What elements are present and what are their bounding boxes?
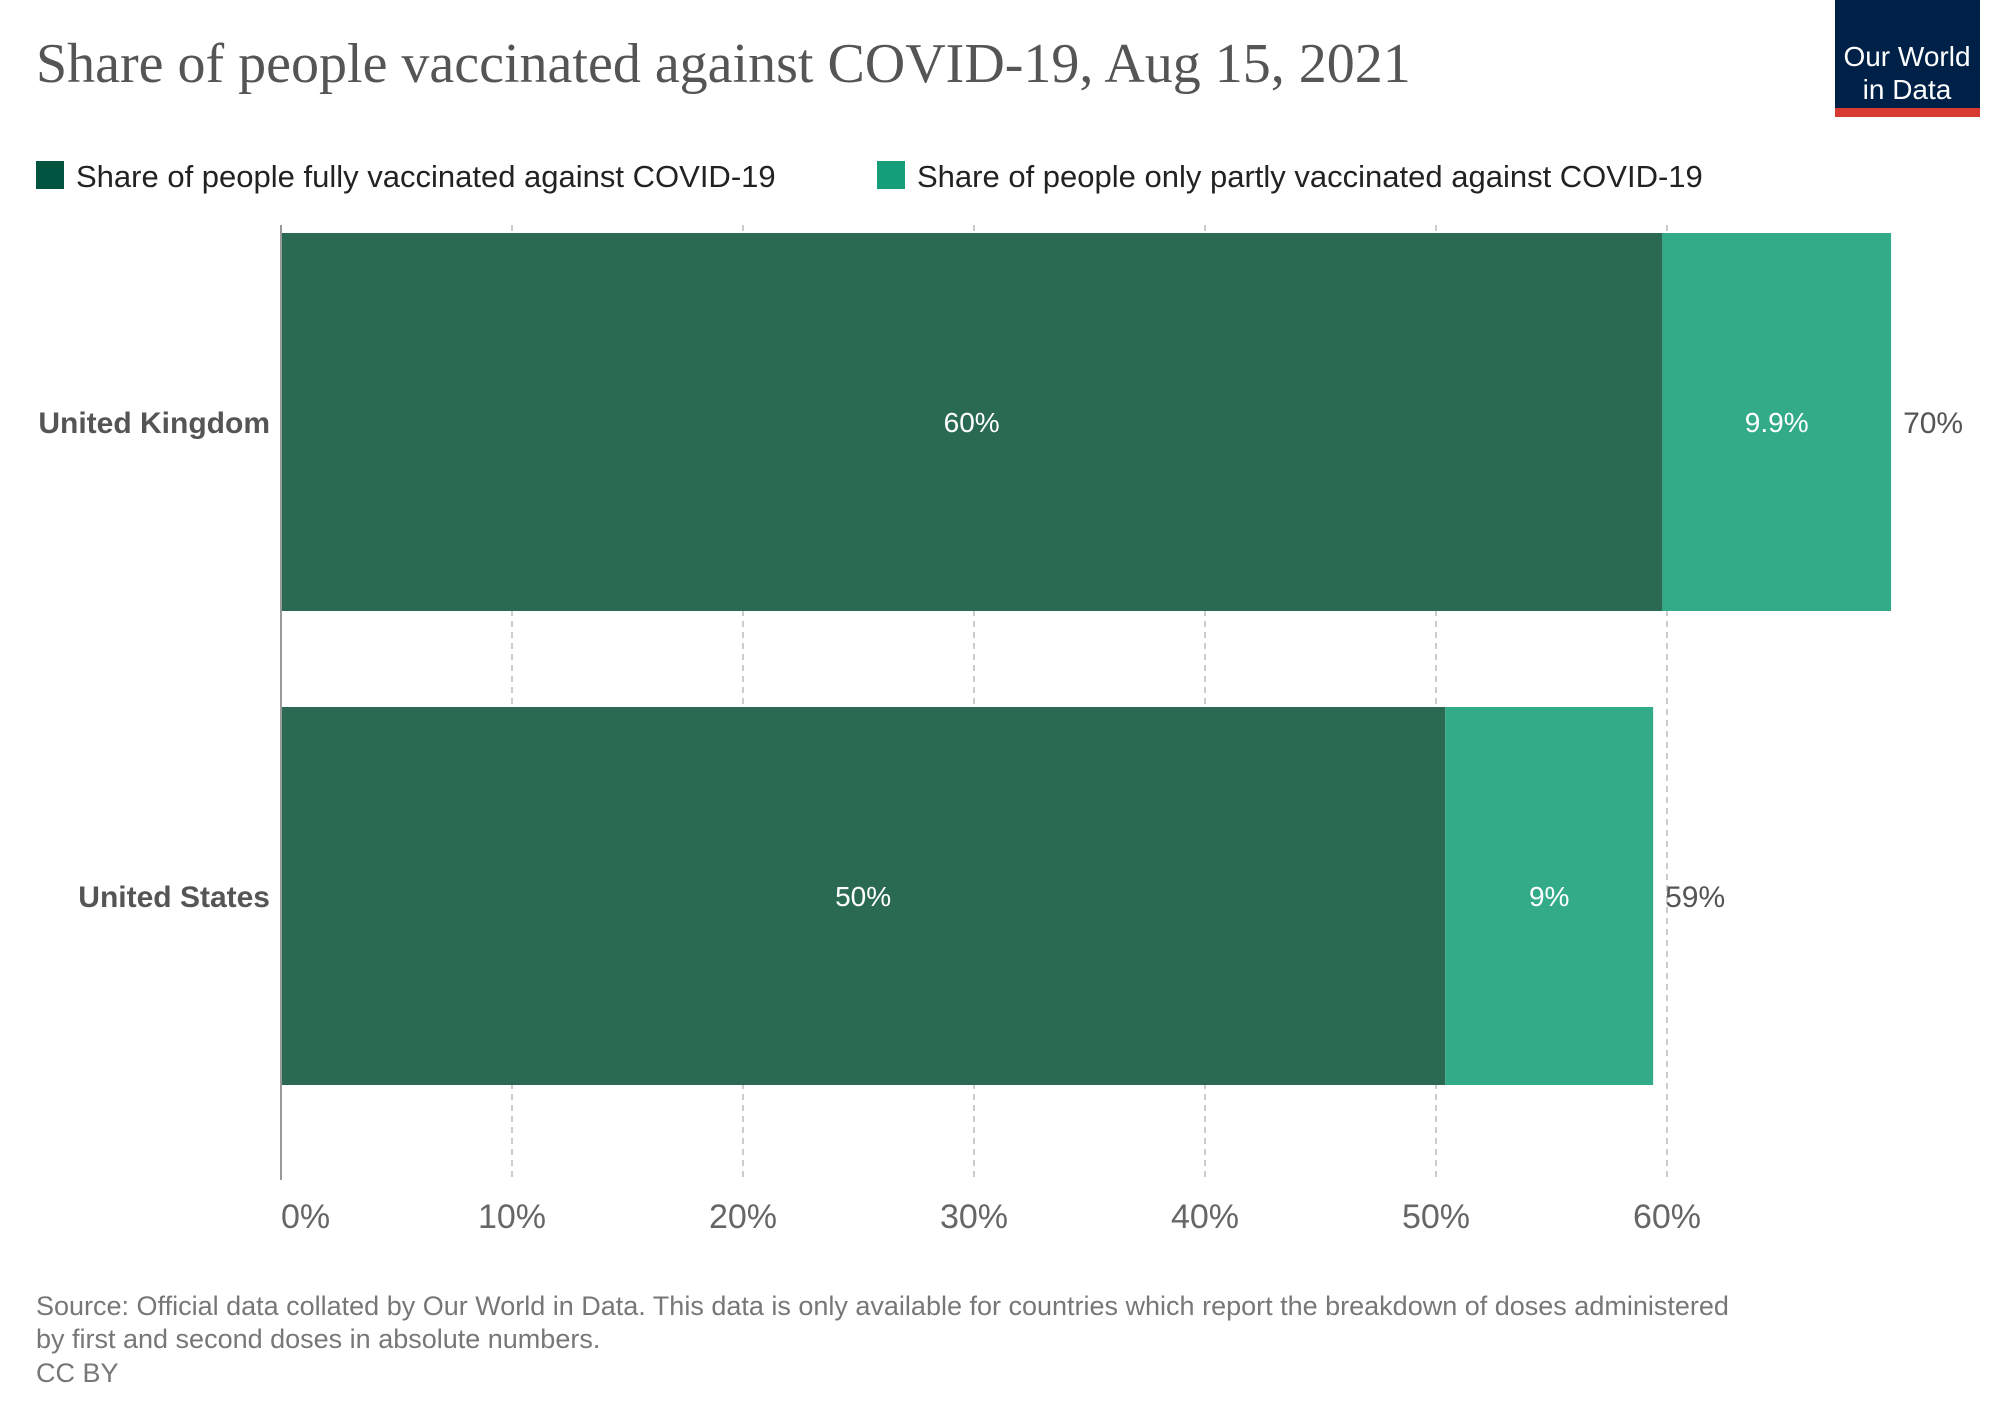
bar-value-label: 9% — [1529, 881, 1569, 912]
x-tick-label: 10% — [478, 1198, 546, 1236]
source-note-line2: by first and second doses in absolute nu… — [36, 1324, 600, 1354]
x-tick-label: 20% — [709, 1198, 777, 1236]
bar-value-label: 50% — [835, 881, 891, 912]
license-note: CC BY — [36, 1358, 119, 1388]
bar-value-label: 60% — [944, 407, 1000, 438]
bar-fully-2 — [281, 707, 1446, 1085]
bar-partly-2 — [1445, 707, 1654, 1085]
bar-partly-1 — [1662, 233, 1892, 611]
chart-title: Share of people vaccinated against COVID… — [36, 33, 1411, 95]
x-tick-label: 50% — [1402, 1198, 1470, 1236]
bar-fully-1 — [281, 233, 1663, 611]
bar-total-label: 70% — [1903, 407, 1963, 440]
legend-label-1: Share of people fully vaccinated against… — [76, 159, 776, 194]
bars: 60% 9.9% 70% United Kingdom 50% 9% 59% United S… — [38, 233, 1963, 1085]
x-tick-label: 30% — [940, 1198, 1008, 1236]
x-tick-label: 60% — [1633, 1198, 1701, 1236]
logo-line1: Our World — [1843, 41, 1970, 72]
logo-line2: in Data — [1863, 74, 1952, 105]
legend-swatch-2 — [877, 161, 905, 189]
x-tick-label: 40% — [1171, 1198, 1239, 1236]
legend-label-2: Share of people only partly vaccinated a… — [917, 159, 1703, 194]
legend-swatch-1 — [36, 161, 64, 189]
source-note-line1: Source: Official data collated by Our Wo… — [36, 1291, 1729, 1321]
bar-value-label: 9.9% — [1745, 407, 1809, 438]
legend: Share of people fully vaccinated against… — [36, 159, 1703, 194]
category-label: United States — [78, 881, 270, 914]
x-axis: 0% 10% 20% 30% 40% 50% 60% — [280, 225, 1701, 1236]
x-tick-label: 0% — [281, 1198, 330, 1236]
category-label: United Kingdom — [38, 407, 270, 440]
bar-total-label: 59% — [1665, 881, 1725, 914]
owid-logo: Our World in Data — [1835, 0, 1980, 117]
